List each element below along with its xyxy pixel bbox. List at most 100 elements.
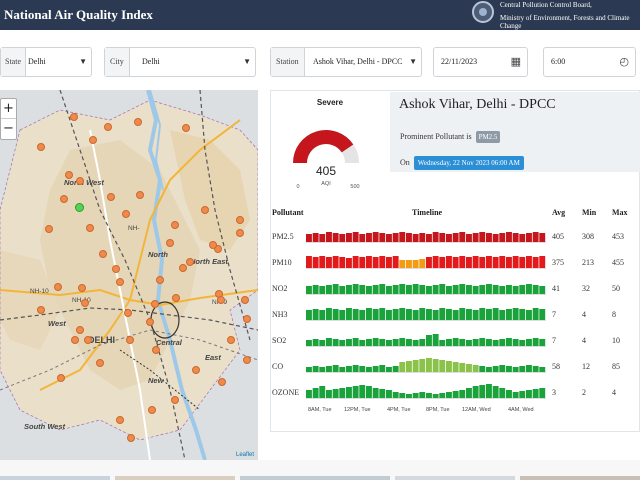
- station-marker[interactable]: [209, 241, 217, 249]
- timeline-bar: [452, 338, 459, 346]
- station-marker[interactable]: [76, 177, 84, 185]
- timeline-bar: [466, 234, 472, 242]
- station-marker[interactable]: [81, 299, 89, 307]
- pollutant-avg-value: 7: [552, 336, 556, 345]
- city-value: Delhi: [142, 57, 160, 66]
- station-marker[interactable]: [186, 258, 194, 266]
- timeline-bar: [399, 260, 406, 268]
- station-marker[interactable]: [99, 250, 107, 258]
- station-marker[interactable]: [45, 225, 53, 233]
- station-marker[interactable]: [116, 278, 124, 286]
- station-marker[interactable]: [134, 118, 142, 126]
- station-marker[interactable]: [218, 378, 226, 386]
- station-map[interactable]: North West North North East West DELHI C…: [0, 90, 258, 460]
- station-marker[interactable]: [136, 191, 144, 199]
- station-marker[interactable]: [192, 366, 200, 374]
- station-marker[interactable]: [70, 113, 78, 121]
- leaflet-attribution-link[interactable]: Leaflet: [235, 452, 254, 458]
- timeline-bar: [479, 308, 486, 320]
- date-input[interactable]: 22/11/2023 ▦: [433, 47, 528, 77]
- station-marker[interactable]: [127, 434, 135, 442]
- timeline-bar: [539, 256, 546, 268]
- station-marker[interactable]: [227, 336, 235, 344]
- station-marker[interactable]: [89, 136, 97, 144]
- station-marker[interactable]: [152, 346, 160, 354]
- station-marker[interactable]: [214, 245, 222, 253]
- station-marker[interactable]: [151, 300, 159, 308]
- station-marker[interactable]: [156, 276, 164, 284]
- station-marker[interactable]: [148, 406, 156, 414]
- timeline-bar: [459, 308, 466, 320]
- station-marker[interactable]: [116, 416, 124, 424]
- station-marker[interactable]: [171, 221, 179, 229]
- station-marker[interactable]: [96, 359, 104, 367]
- timeline-bar: [352, 284, 359, 294]
- station-marker[interactable]: [236, 229, 244, 237]
- station-marker[interactable]: [241, 296, 249, 304]
- timeline-bar: [539, 286, 546, 294]
- station-marker[interactable]: [172, 294, 180, 302]
- timeline-bar: [506, 309, 512, 320]
- timeline-bar: [459, 339, 466, 346]
- station-marker[interactable]: [76, 326, 84, 334]
- station-marker[interactable]: [182, 124, 190, 132]
- station-marker[interactable]: [84, 336, 92, 344]
- timeline-tick-label: 4PM, Tue: [387, 407, 411, 413]
- station-marker[interactable]: [166, 239, 174, 247]
- calendar-grid-icon[interactable]: ▦: [510, 55, 521, 68]
- station-marker[interactable]: [112, 265, 120, 273]
- state-select[interactable]: State Delhi ▼: [0, 47, 92, 77]
- station-marker[interactable]: [171, 396, 179, 404]
- timeline-bar: [526, 339, 532, 346]
- station-marker[interactable]: [104, 123, 112, 131]
- timeline-bar: [346, 366, 352, 372]
- timeline-bar: [366, 256, 372, 268]
- map-label-new-delhi: New: [148, 376, 164, 385]
- station-marker[interactable]: [71, 336, 79, 344]
- zoom-in-button[interactable]: +: [1, 99, 16, 119]
- timeline-bar: [352, 365, 359, 372]
- station-marker[interactable]: [124, 309, 132, 317]
- timeline-bar: [446, 392, 452, 398]
- timeline-bar: [352, 386, 359, 398]
- map-label-nh10: NH-10: [30, 288, 49, 295]
- time-input[interactable]: 6:00 ◴: [543, 47, 636, 77]
- station-marker[interactable]: [86, 224, 94, 232]
- timeline-bar: [386, 234, 392, 242]
- station-marker[interactable]: [243, 315, 251, 323]
- station-marker[interactable]: [65, 171, 73, 179]
- station-marker[interactable]: [57, 374, 65, 382]
- station-marker[interactable]: [54, 283, 62, 291]
- clock-icon[interactable]: ◴: [619, 55, 629, 68]
- station-marker[interactable]: [78, 284, 86, 292]
- timeline-bar: [452, 233, 459, 242]
- station-marker[interactable]: [179, 264, 187, 272]
- pollutant-timeline-chart: [306, 256, 546, 269]
- station-marker[interactable]: [107, 193, 115, 201]
- station-marker[interactable]: [243, 356, 251, 364]
- station-marker[interactable]: [126, 336, 134, 344]
- station-select[interactable]: Station Ashok Vihar, Delhi - DPCC ▼: [270, 47, 422, 77]
- timeline-bar: [512, 392, 519, 398]
- zoom-out-button[interactable]: −: [3, 121, 14, 136]
- city-select[interactable]: City Delhi ▼: [104, 47, 256, 77]
- station-marker[interactable]: [146, 318, 154, 326]
- timeline-bar: [366, 386, 372, 398]
- station-marker-good[interactable]: [75, 203, 84, 212]
- station-marker[interactable]: [37, 143, 45, 151]
- timeline-bar: [426, 257, 432, 268]
- pollutant-timeline-chart: [306, 308, 546, 321]
- timeline-bar: [412, 360, 419, 372]
- timeline-bar: [319, 310, 326, 320]
- station-marker[interactable]: [122, 210, 130, 218]
- strip-image: [520, 476, 640, 480]
- station-marker[interactable]: [37, 306, 45, 314]
- station-marker[interactable]: [236, 216, 244, 224]
- pollutant-max-value: 50: [612, 284, 620, 293]
- station-marker[interactable]: [217, 296, 225, 304]
- timeline-bar: [326, 232, 332, 242]
- station-marker[interactable]: [201, 206, 209, 214]
- timeline-bar: [419, 392, 426, 398]
- timeline-bar: [379, 339, 386, 346]
- station-marker[interactable]: [60, 195, 68, 203]
